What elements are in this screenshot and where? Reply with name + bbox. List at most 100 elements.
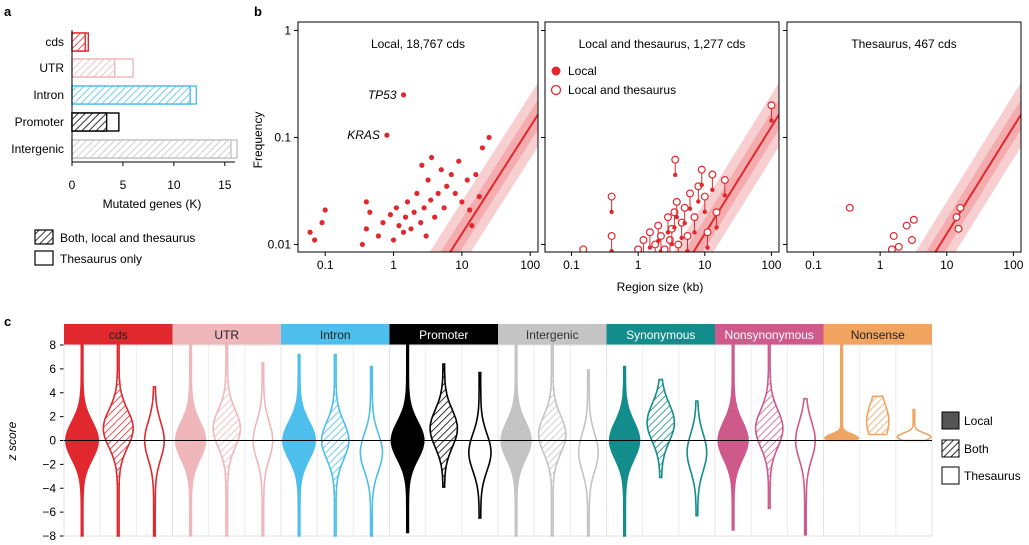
- scatter-clip-group: [845, 82, 1021, 252]
- violin-intergenic-thesaurus: [577, 369, 600, 537]
- violin-promoter-both: [429, 363, 459, 488]
- scatter-point-local-thesaurus: [579, 245, 588, 252]
- violin-group-intergenic: Intergenic: [497, 324, 607, 537]
- scatter-point-local: [682, 220, 687, 226]
- scatter-point-local-thesaurus: [720, 176, 729, 185]
- scatter-point-local-thesaurus: [634, 245, 643, 252]
- scatter-point-local: [393, 205, 399, 211]
- legend-marker-local-thesaurus: [550, 84, 562, 96]
- panel-a-legend: Both, local and thesaurus Thesaurus only: [34, 229, 195, 266]
- violin-nonsense-local: [823, 344, 860, 442]
- group-header-intron: [281, 324, 390, 345]
- violin-ytick-label: 6: [49, 362, 56, 376]
- scatter-point-local-thesaurus: [663, 213, 672, 222]
- scatter-point-local: [674, 214, 679, 220]
- scatter-point-local: [702, 209, 707, 215]
- gene-annotation-tp53: TP53: [368, 88, 397, 102]
- scatter-ytick-label: 0.1: [274, 130, 291, 144]
- scatter-title: Thesaurus, 467 cds: [851, 37, 956, 51]
- scatter-point-thesaurus: [954, 224, 963, 233]
- scatter-point-local: [710, 187, 715, 193]
- category-label-cds: cds: [45, 35, 64, 49]
- scatter-point-local: [668, 253, 672, 257]
- fit-band-outer: [673, 82, 779, 252]
- category-label-intron: Intron: [33, 88, 64, 102]
- scatter-frame: [544, 21, 780, 253]
- scatter-point-local: [769, 118, 774, 123]
- scatter-xtick-label: 100: [761, 258, 781, 272]
- scatter-point-local-thesaurus: [685, 189, 694, 198]
- scatter-point-local-thesaurus: [697, 165, 706, 174]
- panel-c-ylabel: z score: [5, 421, 19, 461]
- scatter-point-local: [380, 220, 386, 226]
- violin-group-nonsynonymous: Nonsynonymous: [714, 324, 824, 537]
- scatter-xtick-label: 1: [390, 258, 397, 272]
- scatter-point-local: [435, 190, 441, 197]
- panel-a-xtick-label: 0: [69, 178, 76, 192]
- scatter-point-local-thesaurus: [674, 240, 683, 249]
- scatter-point-local: [307, 229, 313, 235]
- scatter-point-local: [421, 205, 427, 211]
- violin-group-utr: UTR: [172, 324, 282, 537]
- fit-band-inner: [684, 99, 779, 252]
- category-label-promoter: Promoter: [15, 115, 64, 129]
- scatter-point-local: [609, 249, 614, 252]
- scatter-point-thesaurus: [909, 215, 918, 224]
- scatter-point-local-thesaurus: [607, 192, 616, 201]
- violin-ytick-label: 8: [49, 338, 56, 352]
- fit-band-outer: [915, 82, 1021, 252]
- group-header-nonsynonymous: [715, 324, 824, 345]
- fit-line: [692, 114, 779, 252]
- scatter-frame: [786, 21, 1022, 253]
- violin-synonymous-thesaurus: [686, 400, 708, 517]
- scatter-point-local: [319, 220, 325, 226]
- legend-swatch-thesaurus: [941, 466, 960, 485]
- fit-band-outer: [429, 82, 538, 252]
- scatter-xtick-label: 100: [1003, 258, 1023, 272]
- scatter-point-local-thesaurus: [639, 236, 648, 245]
- bar-both-intron: [71, 85, 191, 105]
- category-label-intergenic: Intergenic: [11, 142, 64, 156]
- legend-swatch-both-c: [941, 439, 960, 458]
- scatter-point-thesaurus: [845, 203, 854, 212]
- violin-intron-local: [281, 353, 317, 537]
- scatter-point-local: [322, 207, 328, 213]
- legend-swatch-local: [941, 411, 960, 430]
- scatter-point-local-thesaurus: [656, 231, 665, 240]
- scatter-point-local: [452, 190, 458, 197]
- scatter-point-local: [428, 197, 434, 203]
- scatter-xtick-label: 0.1: [563, 258, 580, 272]
- scatter-point-thesaurus: [894, 242, 903, 251]
- scatter-xtick-label: 10: [698, 258, 712, 272]
- scatter-point-local: [423, 233, 429, 239]
- scatter-point-local: [486, 134, 492, 141]
- panel-a-xtick-label: 15: [218, 178, 232, 192]
- group-header-synonymous: [606, 324, 715, 345]
- violin-promoter-thesaurus: [467, 371, 492, 519]
- category-label-utr: UTR: [39, 61, 64, 75]
- group-label-nonsynonymous: Nonsynonymous: [725, 328, 814, 342]
- scatter-point-local: [384, 132, 390, 138]
- violin-intron-thesaurus: [359, 365, 384, 537]
- scatter-point-local: [400, 92, 407, 98]
- scatter-point-local: [653, 258, 657, 262]
- scatter-xtick-label: 1: [635, 258, 642, 272]
- scatter-point-local: [419, 162, 425, 168]
- group-header-cds: [64, 324, 173, 345]
- legend-label-thesaurus: Thesaurus: [964, 469, 1021, 483]
- scatter-point-local: [662, 262, 666, 266]
- violin-ytick-label: −6: [42, 505, 56, 519]
- scatter-point-local: [469, 223, 475, 229]
- legend-label-thesaurus-only: Thesaurus only: [60, 252, 142, 266]
- panel-label-c: c: [4, 314, 11, 329]
- violin-ytick-label: −8: [42, 529, 56, 543]
- scatter-ytick-label: 0.01: [268, 237, 292, 251]
- scatter-point-local-thesaurus: [700, 192, 709, 201]
- violin-intron-both: [320, 353, 350, 537]
- fit-band-inner: [926, 99, 1021, 252]
- scatter-point-local: [581, 262, 585, 266]
- scatter-point-local: [673, 172, 678, 178]
- scatter-point-local: [432, 214, 438, 220]
- fit-band-inner: [440, 99, 538, 252]
